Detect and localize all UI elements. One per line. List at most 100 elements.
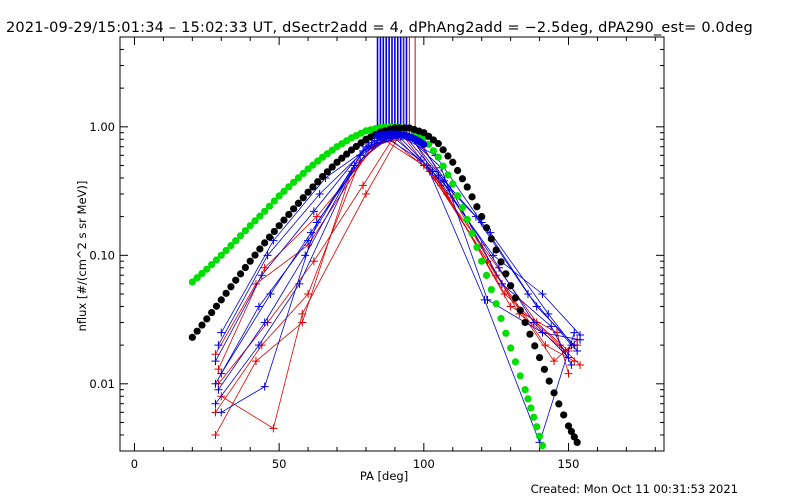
- curve-dot: [507, 282, 515, 290]
- curve-dot: [521, 386, 529, 394]
- curve-dot: [270, 197, 278, 205]
- curve-dot: [540, 365, 548, 373]
- plus-marker: [573, 347, 582, 356]
- curve-dot: [294, 199, 303, 207]
- curve-dot: [232, 237, 240, 245]
- plus-marker: [298, 318, 307, 327]
- curve-dot: [222, 289, 230, 297]
- curve-dot: [530, 413, 538, 421]
- y-tick-label: 0.10: [89, 248, 115, 262]
- curve-dot: [453, 166, 462, 175]
- curve-dot: [434, 140, 442, 148]
- x-axis-title: PA [deg]: [360, 469, 408, 483]
- curve-dot: [538, 442, 547, 450]
- curve-dot: [217, 251, 225, 259]
- curve-dot: [270, 227, 278, 236]
- plus-marker: [211, 430, 220, 439]
- curve-dot: [217, 296, 225, 304]
- curve-dot: [468, 193, 476, 201]
- plus-marker: [570, 341, 579, 350]
- plus-marker: [547, 322, 556, 331]
- plus-marker: [254, 341, 263, 350]
- plus-marker: [257, 271, 266, 280]
- curve-dot: [449, 158, 457, 166]
- curve-dot: [290, 205, 298, 213]
- curve-dot: [203, 315, 211, 323]
- x-tick-label: 150: [558, 457, 580, 471]
- curve-dot: [304, 165, 312, 173]
- curve-dot: [521, 318, 529, 327]
- curve-dot: [524, 395, 532, 403]
- curve-dot: [314, 157, 322, 165]
- curve-dot: [294, 174, 303, 182]
- trace-line: [218, 134, 578, 385]
- curve-dot: [193, 327, 201, 335]
- curve-dot: [212, 302, 221, 310]
- curve-dot: [280, 187, 288, 195]
- curve-dot: [567, 427, 576, 436]
- plus-marker: [359, 146, 368, 155]
- curve-dot: [492, 246, 500, 254]
- curve-dot: [473, 243, 481, 251]
- plus-marker: [538, 328, 547, 337]
- curve-dot: [188, 333, 196, 341]
- plus-marker: [564, 369, 573, 378]
- curve-dot: [236, 232, 245, 240]
- plus-marker: [483, 295, 492, 304]
- curve-dot: [208, 308, 216, 317]
- curve-dot: [478, 213, 486, 221]
- plus-marker: [532, 302, 541, 311]
- curve-dot: [535, 353, 544, 362]
- curve-dot: [222, 246, 230, 255]
- curve-dot: [256, 212, 264, 220]
- plus-marker: [254, 302, 263, 311]
- plus-marker: [260, 318, 269, 327]
- trace-line: [220, 134, 581, 374]
- curve-dot: [208, 260, 216, 269]
- curve-dot: [511, 358, 520, 366]
- curve-dot: [444, 171, 452, 179]
- curve-dot: [463, 183, 471, 191]
- curve-dot: [516, 372, 524, 380]
- curve-dot: [285, 183, 293, 191]
- curve-dot: [502, 329, 510, 337]
- data-marks: [188, 37, 585, 450]
- plus-marker: [550, 357, 559, 366]
- curve-dot: [550, 389, 558, 397]
- curve-dot: [285, 210, 293, 219]
- creation-timestamp: Created: Mon Oct 11 00:31:53 2021: [530, 482, 738, 496]
- plus-marker: [315, 190, 324, 199]
- curve-dot: [526, 330, 534, 338]
- curve-dot: [507, 344, 515, 352]
- curve-dot: [227, 241, 235, 250]
- curve-dot: [487, 285, 495, 294]
- plus-marker: [211, 379, 220, 388]
- curve-dot: [265, 233, 274, 241]
- curve-dot: [439, 162, 447, 170]
- plus-marker: [309, 257, 318, 266]
- curve-dot: [246, 257, 254, 265]
- curve-dot: [290, 178, 298, 186]
- curve-dot: [420, 140, 428, 148]
- plus-marker: [252, 357, 260, 366]
- plus-marker: [367, 141, 376, 150]
- curve-dot: [564, 422, 573, 430]
- plus-marker: [570, 328, 579, 337]
- plus-marker: [576, 361, 585, 370]
- curve-dot: [188, 278, 196, 286]
- y-tick-label: 1.00: [89, 120, 115, 134]
- plus-marker: [497, 279, 506, 288]
- curve-dot: [256, 245, 264, 253]
- curve-dot: [527, 404, 535, 412]
- curve-dot: [236, 270, 245, 278]
- plus-marker: [214, 341, 223, 350]
- y-tick-label: 0.01: [89, 377, 115, 391]
- plus-marker: [524, 289, 532, 298]
- curve-dot: [227, 283, 235, 291]
- plus-marker: [217, 328, 226, 337]
- trace-line: [215, 134, 569, 362]
- curve-dot: [309, 161, 317, 169]
- plus-marker: [304, 289, 313, 298]
- curve-dot: [333, 158, 341, 166]
- plus-marker: [544, 309, 553, 318]
